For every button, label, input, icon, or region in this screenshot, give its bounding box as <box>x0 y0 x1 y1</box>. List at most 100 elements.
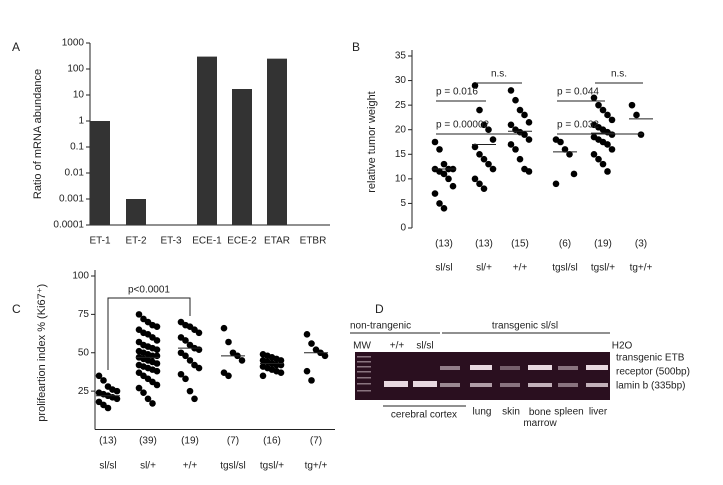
y-axis-label: Ratio of mRNA abundance <box>32 69 44 199</box>
data-point <box>557 138 564 146</box>
significance-bracket <box>107 297 191 370</box>
count-label: (16) <box>263 436 281 447</box>
data-point <box>590 94 598 102</box>
y-tick-label: 0 <box>400 223 406 234</box>
tissue-label: cerebral cortex <box>391 410 457 421</box>
data-point <box>604 141 611 148</box>
data-point <box>144 395 152 403</box>
data-point <box>525 168 533 175</box>
count-label: (15) <box>511 239 529 250</box>
count-label: (13) <box>475 239 493 250</box>
data-point <box>507 87 515 94</box>
annotation: p = 0.016 <box>436 87 478 98</box>
data-point <box>566 150 573 158</box>
data-point <box>436 200 443 207</box>
y-tick-label: 35 <box>395 51 407 62</box>
y-tick-label: 0.01 <box>65 168 85 179</box>
data-point <box>480 155 488 163</box>
lane-label: sl/sl <box>416 341 433 352</box>
annotation: p = 0.00002 <box>436 120 490 131</box>
data-point <box>153 367 161 375</box>
data-point <box>259 372 267 380</box>
data-point <box>525 119 533 126</box>
y-tick-label: 10 <box>73 90 85 101</box>
data-point <box>321 352 329 360</box>
data-point <box>135 311 143 318</box>
annotation: n.s. <box>491 69 507 80</box>
data-point <box>633 111 640 119</box>
data-point <box>135 384 143 392</box>
bar <box>126 199 146 225</box>
data-point <box>552 180 560 188</box>
y-axis-label: relative tumor weight <box>366 91 378 193</box>
data-point <box>608 131 616 138</box>
data-point <box>195 364 203 372</box>
data-point <box>489 136 497 143</box>
bar <box>267 58 287 225</box>
data-point <box>599 106 607 114</box>
panel-label: C <box>12 302 21 316</box>
group-label: transgenic sl/sl <box>492 321 558 332</box>
data-point <box>608 146 616 153</box>
data-point <box>225 338 232 346</box>
data-point <box>476 180 483 188</box>
tissue-label: bone marrow <box>523 407 557 429</box>
x-tick-label: ET-3 <box>160 236 182 247</box>
data-point <box>277 361 285 369</box>
data-point <box>590 150 598 158</box>
data-point <box>489 165 497 173</box>
data-point <box>177 370 185 378</box>
bar <box>232 89 252 225</box>
data-point <box>308 377 315 384</box>
bar <box>90 121 110 225</box>
data-point <box>628 101 636 109</box>
data-point <box>476 150 483 158</box>
data-point <box>186 357 194 364</box>
annotation: p<0.0001 <box>128 285 170 296</box>
data-point <box>485 160 492 168</box>
x-tick-label: +/+ <box>513 263 528 274</box>
data-point <box>182 337 189 344</box>
x-tick-label: ECE-2 <box>227 236 257 247</box>
count-label: (6) <box>559 239 571 250</box>
count-label: (19) <box>181 436 199 447</box>
data-point <box>516 106 524 114</box>
tissue-label: skin <box>502 407 520 418</box>
y-tick-label: 0.1 <box>70 142 84 153</box>
gel-bands <box>357 356 608 392</box>
data-point <box>195 346 203 353</box>
data-point <box>140 389 147 396</box>
data-point <box>277 369 285 377</box>
x-tick-label: tgsl/sl <box>552 263 578 274</box>
x-tick-label: ETBR <box>300 236 327 247</box>
band-label: lamin b (335bp) <box>616 381 685 392</box>
count-label: (7) <box>227 436 239 447</box>
data-point <box>637 131 645 138</box>
lane-label: +/+ <box>390 341 405 352</box>
data-point <box>595 101 602 109</box>
x-tick-label: tgsl/+ <box>591 263 615 274</box>
data-point <box>436 146 443 153</box>
tissue-label: liver <box>589 407 608 418</box>
data-point <box>480 121 488 129</box>
data-point <box>521 111 528 119</box>
x-tick-label: ECE-1 <box>192 236 222 247</box>
panel-label: D <box>375 302 384 316</box>
y-tick-label: 100 <box>67 64 84 75</box>
y-tick-label: 25 <box>395 100 407 111</box>
group-label: non-trangenic <box>350 321 411 332</box>
annotation: n.s. <box>611 69 627 80</box>
data-point <box>104 404 112 412</box>
data-point <box>431 138 439 146</box>
data-point <box>113 395 121 403</box>
data-point <box>608 116 616 124</box>
data-point <box>604 168 611 175</box>
data-point <box>570 170 578 178</box>
data-point <box>471 82 479 89</box>
data-point <box>238 357 246 364</box>
y-tick-label: 1 <box>78 116 84 127</box>
data-point <box>480 185 488 192</box>
x-tick-label: tg+/+ <box>630 263 653 274</box>
